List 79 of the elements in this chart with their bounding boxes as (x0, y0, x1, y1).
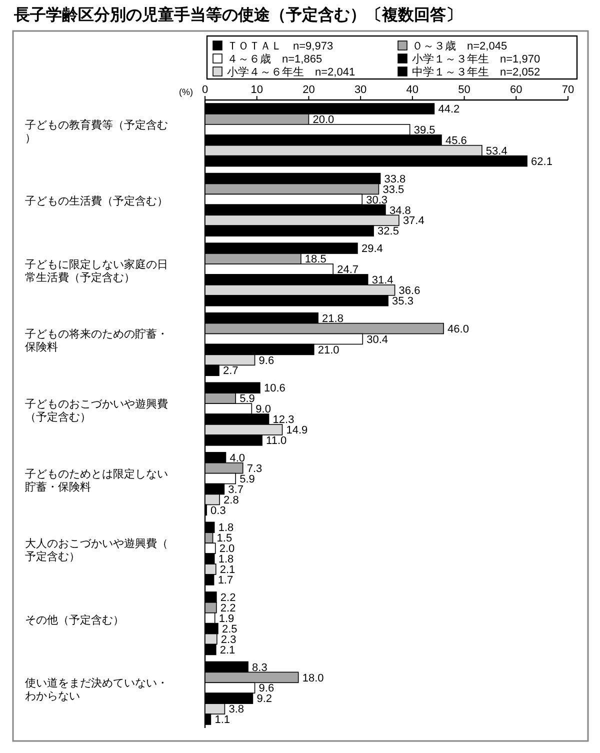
data-label: 9.0 (256, 404, 271, 416)
data-label: 4.0 (230, 452, 246, 464)
legend-label: ＴＯＴＡＬ n=9,973 (227, 40, 334, 52)
data-label: 2.8 (224, 494, 239, 506)
data-label: 33.5 (382, 184, 404, 196)
data-label: 31.4 (372, 274, 394, 287)
data-label: 62.1 (531, 156, 552, 168)
data-label: 37.4 (402, 215, 424, 228)
x-axis-title: (%) (179, 87, 193, 97)
data-label: 14.9 (286, 424, 308, 437)
data-label: 18.0 (302, 672, 324, 684)
y-tick-label: 子どものおこづかいや遊興費（予定含む） (25, 398, 168, 424)
data-label: 2.7 (223, 365, 238, 378)
chart-title: 長子学齢区分別の児童手当等の使途（予定含む）〔複数回答〕 (13, 5, 462, 24)
x-tick-label: 10 (250, 84, 263, 96)
data-label: 1.5 (216, 532, 232, 545)
y-tick-label: 子どものためとは限定しない貯蓄・保険料 (25, 467, 168, 494)
data-label: 9.2 (256, 693, 272, 706)
x-tick-label: 30 (354, 84, 367, 96)
legend-label: ０～３歳 n=2,045 (412, 39, 508, 52)
data-label: 35.3 (392, 295, 414, 308)
x-tick-label: 0 (202, 84, 208, 96)
data-label: 45.6 (445, 134, 467, 147)
data-label: 10.6 (264, 382, 286, 395)
data-label: 1.1 (214, 714, 230, 726)
legend-label: 小学１～３年生 n=1,970 (412, 52, 540, 66)
data-label: 2.1 (220, 644, 236, 656)
data-label: 30.4 (366, 334, 388, 346)
x-tick-label: 20 (302, 84, 315, 96)
data-label: 8.3 (252, 662, 268, 674)
data-label: 5.9 (240, 393, 255, 406)
x-tick-label: 50 (458, 84, 470, 96)
data-label: 30.3 (366, 194, 388, 206)
y-tick-label: 大人のおこづかいや遊興費（予定含む） (25, 537, 168, 564)
data-label: 1.9 (218, 612, 234, 625)
data-label: 21.8 (322, 312, 344, 325)
data-label: 9.6 (258, 682, 274, 695)
y-tick-label: 子どもの生活費（予定含む） (25, 194, 168, 208)
legend-label: 小学４～６年生 n=2,041 (227, 65, 356, 78)
x-tick-label: 60 (510, 84, 522, 96)
data-label: 9.6 (258, 354, 274, 367)
data-label: 2.1 (220, 564, 236, 576)
data-label: 2.2 (220, 602, 236, 614)
data-label: 24.7 (337, 264, 359, 276)
data-label: 53.4 (486, 145, 508, 158)
data-label: 2.0 (219, 543, 235, 556)
data-label: 2.5 (222, 623, 238, 636)
data-label: 3.8 (228, 704, 244, 716)
data-label: 0.3 (210, 504, 226, 517)
data-label: 18.5 (304, 254, 326, 266)
data-label: 2.2 (220, 592, 236, 604)
data-label: 1.8 (218, 522, 234, 534)
data-label: 33.8 (384, 173, 406, 186)
data-label: 1.7 (218, 574, 234, 587)
legend-label: ４～６歳 n=1,865 (227, 52, 322, 66)
data-label: 39.5 (414, 124, 436, 137)
y-tick-label: 子どもの教育費等（予定含む） (25, 118, 168, 144)
y-tick-label: その他（予定含む） (25, 613, 124, 626)
data-label: 46.0 (448, 323, 469, 336)
data-label: 1.8 (218, 554, 234, 566)
legend-label: 中学１～３年生 n=2,052 (412, 65, 540, 78)
data-label: 34.8 (389, 204, 411, 217)
y-tick-label: 子どもの将来のための貯蓄・保険料 (25, 328, 168, 354)
data-label: 2.3 (220, 634, 236, 646)
data-label: 32.5 (378, 226, 399, 238)
data-label: 20.0 (312, 114, 334, 126)
x-tick-label: 70 (562, 84, 574, 96)
data-label: 12.3 (272, 414, 294, 426)
x-tick-label: 40 (406, 84, 419, 96)
data-label: 3.7 (228, 484, 244, 496)
data-label: 44.2 (438, 104, 460, 116)
y-tick-label: 子どもに限定しない家庭の日常生活費（予定含む） (25, 258, 168, 284)
data-label: 36.6 (398, 284, 420, 297)
data-label: 7.3 (246, 462, 262, 475)
data-label: 29.4 (361, 243, 383, 256)
data-label: 11.0 (266, 435, 287, 448)
data-label: 5.9 (240, 473, 255, 486)
y-tick-label: 使い道をまだ決めていない・わからない (25, 676, 168, 703)
data-label: 21.0 (318, 344, 340, 356)
